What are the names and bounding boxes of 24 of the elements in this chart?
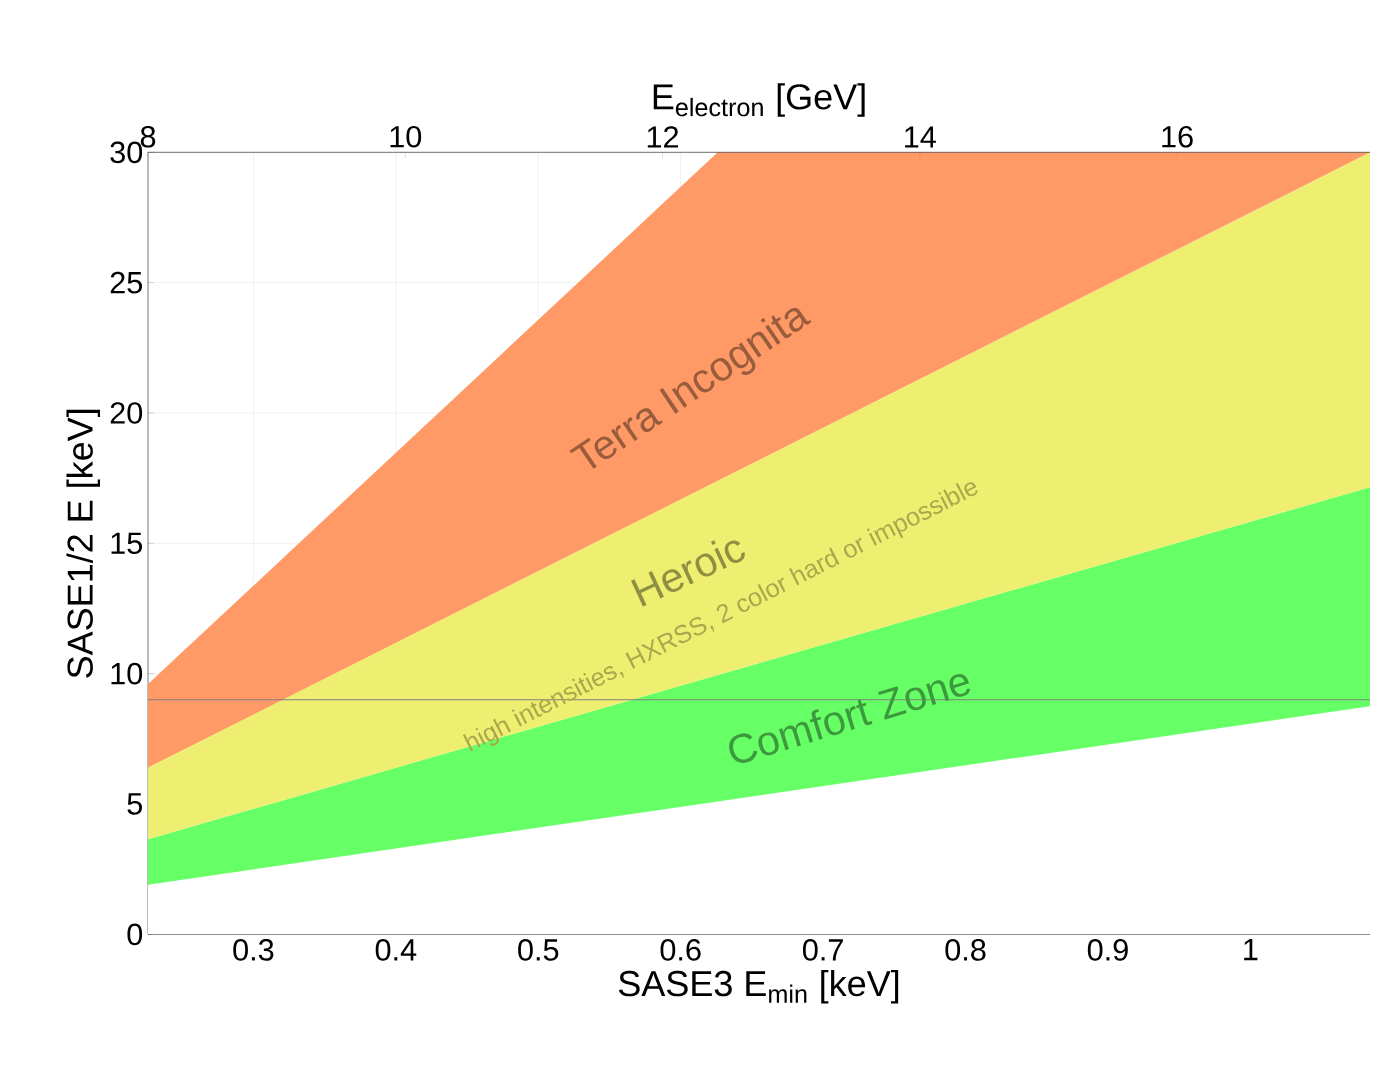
x2-tick-label: 8 [140,125,156,148]
x-tick-label: 0.7 [802,939,843,961]
x2-tick-label: 14 [905,126,936,148]
x-tick-label: 0.3 [233,939,274,961]
y-tick-label: 0 [127,923,143,946]
y-tick-label: 15 [111,532,142,555]
x2-axis-title: E$_{electron}$ [GeV] [653,83,865,117]
x-tick-label: 0.8 [945,939,986,961]
y-axis-title: SASE1/2 E [keV] [66,409,101,678]
x-axis-title: SASE3 E$_{min}$ [keV] [618,969,899,1004]
x-tick-label: 0.5 [518,939,559,961]
series-label: Comfort Zone [729,674,971,763]
y-tick-label: 10 [111,662,143,685]
x-tick-label: 1 [1244,939,1258,961]
y-tick-label: 5 [127,793,142,815]
y-tick-label: 25 [110,271,142,294]
y-tick-label: 20 [110,402,143,424]
x-tick-label: 0.9 [1087,939,1128,961]
x2-tick-label: 10 [390,125,422,148]
x2-tick-label: 16 [1162,125,1193,148]
x-tick-label: 0.4 [375,939,417,961]
y-tick-label: 30 [110,141,143,164]
x2-tick-label: 12 [647,126,679,148]
x-tick-label: 0.6 [660,939,701,961]
